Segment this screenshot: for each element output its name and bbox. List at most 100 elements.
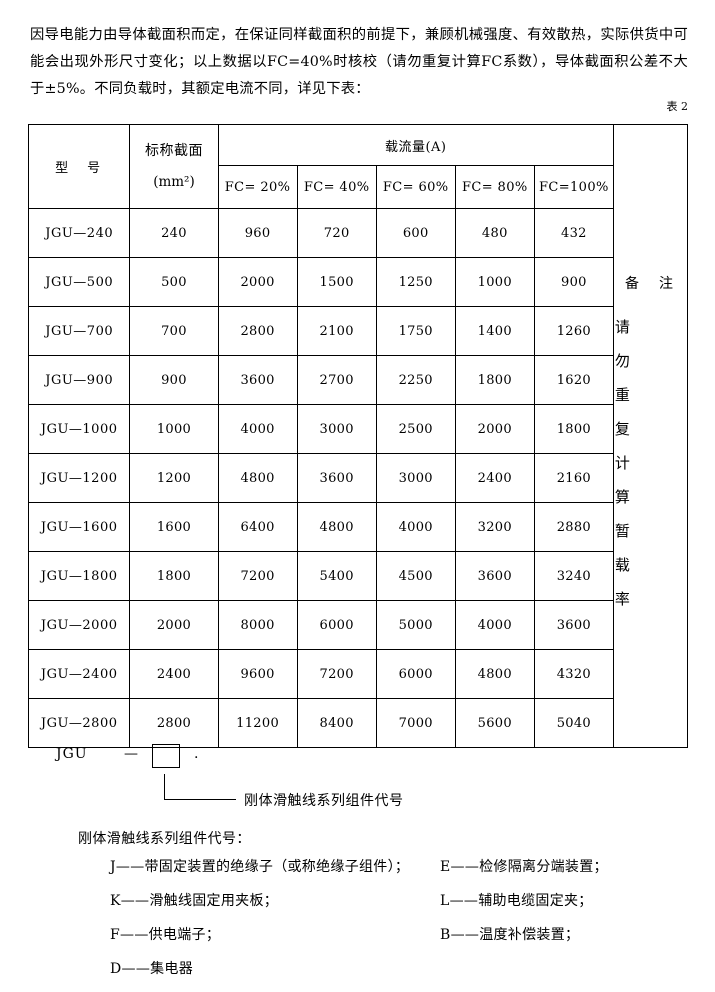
cell-ampacity-fc-60: 4500: [375, 551, 456, 601]
table-row: JGU—900 900 3600 2700 2250 1800 1620: [27, 355, 688, 405]
cell-ampacity-fc-100: 3600: [533, 600, 614, 650]
cell-nominal-section: 1600: [129, 502, 219, 552]
cell-ampacity-fc-40: 720: [296, 208, 377, 258]
table-row: JGU—2000 2000 8000 6000 5000 4000 3600: [27, 600, 688, 650]
model-code-diagram: JGU — . 刚体滑触线系列组件代号: [28, 744, 648, 816]
header-remark: 备 注 请勿重复计算暂载率: [612, 124, 689, 748]
cell-ampacity-fc-100: 1260: [533, 306, 614, 356]
cell-ampacity-fc-100: 2880: [533, 502, 614, 552]
cell-nominal-section: 2000: [129, 600, 219, 650]
legend-item-left: K——滑触线固定用夹板；: [110, 893, 279, 909]
cell-ampacity-fc-40: 6000: [296, 600, 377, 650]
cell-ampacity-fc-20: 2000: [217, 257, 298, 307]
cell-ampacity-fc-100: 432: [533, 208, 614, 258]
cell-ampacity-fc-100: 1800: [533, 404, 614, 454]
cell-ampacity-fc-60: 5000: [375, 600, 456, 650]
cell-model: JGU—2000: [27, 600, 131, 650]
table-row: JGU—2400 2400 9600 7200 6000 4800 4320: [27, 649, 688, 699]
cell-ampacity-fc-80: 3600: [454, 551, 535, 601]
cell-ampacity-fc-80: 1800: [454, 355, 535, 405]
cell-ampacity-fc-80: 1400: [454, 306, 535, 356]
cell-ampacity-fc-40: 1500: [296, 257, 377, 307]
header-nominal-section-unit: (mm²): [153, 174, 195, 190]
cell-ampacity-fc-20: 7200: [217, 551, 298, 601]
cell-ampacity-fc-40: 3600: [296, 453, 377, 503]
legend-item-left: D——集电器: [110, 961, 194, 977]
code-prefix: JGU: [56, 746, 88, 762]
callout-label: 刚体滑触线系列组件代号: [244, 793, 404, 809]
table-row: JGU—700 700 2800 2100 1750 1400 1260: [27, 306, 688, 356]
table-row: JGU—500 500 2000 1500 1250 1000 900: [27, 257, 688, 307]
cell-ampacity-fc-60: 4000: [375, 502, 456, 552]
table-row: JGU—1600 1600 6400 4800 4000 3200 2880: [27, 502, 688, 552]
callout-horizontal-line: [164, 799, 236, 800]
header-fc-100: FC=100%: [533, 165, 614, 209]
cell-model: JGU—2800: [27, 698, 131, 748]
cell-ampacity-fc-20: 9600: [217, 649, 298, 699]
table-row: JGU—1800 1800 7200 5400 4500 3600 3240: [27, 551, 688, 601]
legend-title: 刚体滑触线系列组件代号：: [78, 831, 251, 847]
intro-paragraph: 因导电能力由导体截面积而定，在保证同样截面积的前提下，兼顾机械强度、有效散热，实…: [30, 27, 688, 98]
legend-row: K——滑触线固定用夹板； L——辅助电缆固定夹；: [110, 890, 690, 924]
cell-ampacity-fc-80: 4000: [454, 600, 535, 650]
table-caption: 表 2: [666, 100, 689, 113]
cell-ampacity-fc-80: 2000: [454, 404, 535, 454]
cell-ampacity-fc-60: 1250: [375, 257, 456, 307]
legend-item-right: L——辅助电缆固定夹；: [440, 893, 593, 909]
cell-nominal-section: 240: [129, 208, 219, 258]
cell-model: JGU—1600: [27, 502, 131, 552]
cell-model: JGU—700: [27, 306, 131, 356]
code-placeholder-box: [152, 744, 180, 768]
cell-ampacity-fc-100: 1620: [533, 355, 614, 405]
header-model: 型 号: [27, 124, 131, 209]
code-dash: —: [124, 746, 138, 762]
cell-ampacity-fc-80: 480: [454, 208, 535, 258]
header-nominal-section-line1: 标称截面: [144, 143, 203, 159]
cell-ampacity-fc-40: 7200: [296, 649, 377, 699]
cell-nominal-section: 700: [129, 306, 219, 356]
cell-ampacity-fc-20: 2800: [217, 306, 298, 356]
cell-nominal-section: 1800: [129, 551, 219, 601]
header-remark-label: 备 注: [624, 276, 676, 292]
table-row: JGU—1200 1200 4800 3600 3000 2400 2160: [27, 453, 688, 503]
cell-ampacity-fc-40: 8400: [296, 698, 377, 748]
legend-item-left: F——供电端子；: [110, 927, 221, 943]
table-row: JGU—240 240 960 720 600 480 432: [27, 208, 688, 258]
legend-row: F——供电端子； B——温度补偿装置；: [110, 924, 690, 958]
cell-ampacity-fc-20: 3600: [217, 355, 298, 405]
legend-row: J——带固定装置的绝缘子（或称绝缘子组件）； E——检修隔离分端装置；: [110, 856, 690, 890]
cell-ampacity-fc-40: 5400: [296, 551, 377, 601]
cell-ampacity-fc-20: 960: [217, 208, 298, 258]
cell-ampacity-fc-40: 2700: [296, 355, 377, 405]
table-row: JGU—2800 2800 11200 8400 7000 5600 5040: [27, 698, 688, 748]
cell-model: JGU—240: [27, 208, 131, 258]
table-header-row-fc: FC= 20% FC= 40% FC= 60% FC= 80% FC=100%: [29, 165, 688, 209]
cell-ampacity-fc-60: 2250: [375, 355, 456, 405]
remark-vertical-text: 请勿重复计算暂载率: [612, 319, 631, 625]
legend-list: J——带固定装置的绝缘子（或称绝缘子组件）； E——检修隔离分端装置； K——滑触线…: [110, 856, 690, 992]
cell-model: JGU—1000: [27, 404, 131, 454]
header-fc-20: FC= 20%: [217, 165, 298, 209]
cell-ampacity-fc-100: 3240: [533, 551, 614, 601]
cell-ampacity-fc-20: 4000: [217, 404, 298, 454]
header-ampacity-group: 载流量(A): [217, 124, 614, 166]
header-nominal-section: 标称截面 (mm²): [129, 124, 219, 209]
cell-ampacity-fc-40: 2100: [296, 306, 377, 356]
header-fc-80: FC= 80%: [454, 165, 535, 209]
cell-ampacity-fc-60: 1750: [375, 306, 456, 356]
cell-ampacity-fc-60: 3000: [375, 453, 456, 503]
cell-ampacity-fc-20: 4800: [217, 453, 298, 503]
cell-nominal-section: 500: [129, 257, 219, 307]
cell-ampacity-fc-60: 600: [375, 208, 456, 258]
cell-ampacity-fc-60: 2500: [375, 404, 456, 454]
legend-item-left: J——带固定装置的绝缘子（或称绝缘子组件）；: [110, 859, 410, 875]
table-header-row-top: 型 号 标称截面 (mm²) 载流量(A) 备 注 请勿重复计算暂载率: [27, 124, 689, 748]
legend-row: D——集电器: [110, 958, 690, 992]
cell-nominal-section: 900: [129, 355, 219, 405]
legend-item-right: E——检修隔离分端装置；: [440, 859, 608, 875]
header-fc-40: FC= 40%: [296, 165, 377, 209]
cell-ampacity-fc-60: 6000: [375, 649, 456, 699]
cell-ampacity-fc-80: 5600: [454, 698, 535, 748]
cell-ampacity-fc-100: 900: [533, 257, 614, 307]
cell-ampacity-fc-20: 6400: [217, 502, 298, 552]
